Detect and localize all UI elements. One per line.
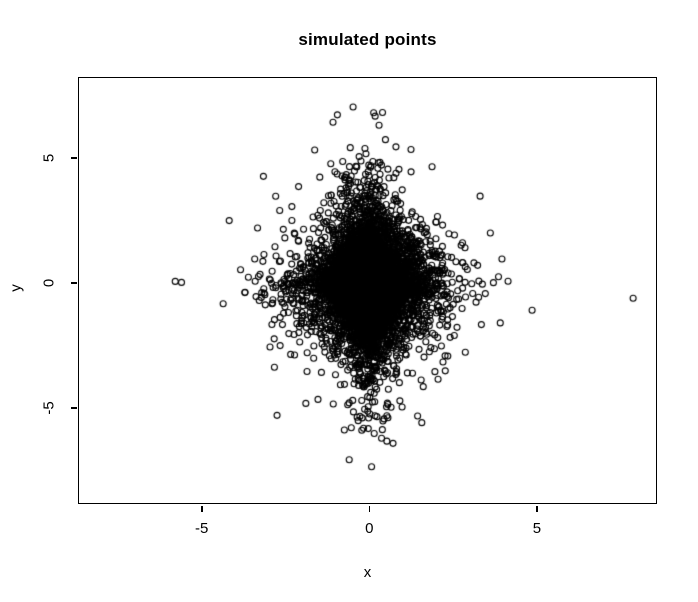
x-axis-label: x bbox=[363, 564, 372, 581]
y-tick-mark bbox=[70, 282, 77, 284]
x-tick-mark bbox=[536, 505, 538, 512]
scatter-points-canvas bbox=[78, 77, 657, 504]
y-tick-mark bbox=[70, 407, 77, 409]
y-tick-label: -5 bbox=[40, 401, 58, 415]
y-tick-label: 0 bbox=[40, 278, 58, 288]
chart-title: simulated points bbox=[298, 30, 437, 49]
y-axis-label: y bbox=[7, 284, 25, 292]
x-tick-mark bbox=[200, 505, 203, 512]
plot-area-border bbox=[78, 77, 657, 504]
x-tick-label: -5 bbox=[195, 520, 209, 537]
y-tick-label: 5 bbox=[40, 153, 58, 163]
x-tick-label: 5 bbox=[532, 520, 542, 537]
x-tick-label: 0 bbox=[365, 520, 374, 537]
x-tick-mark bbox=[368, 505, 371, 512]
y-tick-mark bbox=[70, 157, 77, 159]
